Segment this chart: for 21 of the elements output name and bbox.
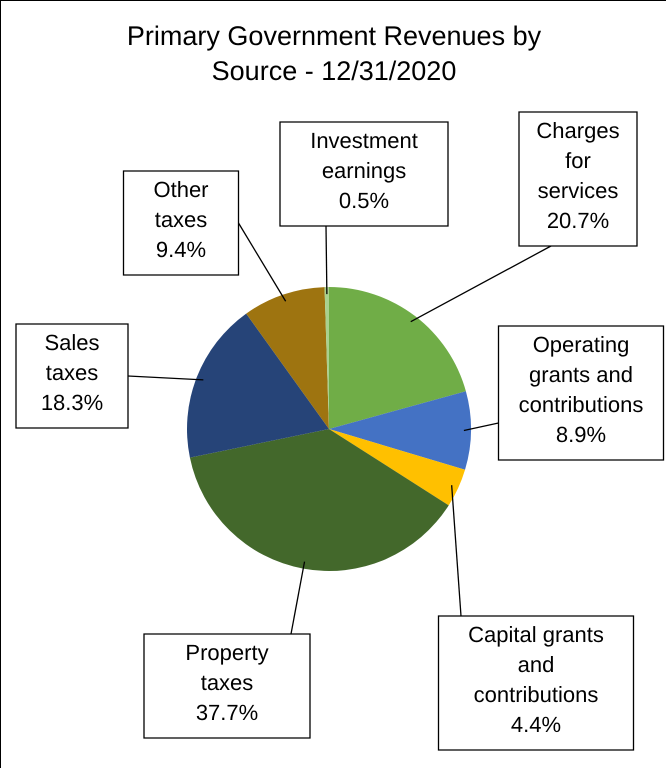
slice-label: Investment earnings	[310, 128, 418, 183]
slice-label: Sales taxes	[44, 330, 100, 385]
pie-slice	[246, 287, 329, 429]
chart-title: Primary Government Revenues by Source - 12/31/2020	[126, 21, 542, 86]
data-label: 18.3%	[40, 390, 104, 415]
data-label: 37.7%	[196, 700, 258, 725]
slice-label: Operating grants and contributions	[518, 332, 644, 417]
slice-label: Other taxes	[153, 177, 209, 232]
data-label: 9.4%	[156, 237, 206, 262]
pie-slice	[329, 287, 466, 429]
slice-label: Property taxes	[185, 640, 269, 695]
pie-slice	[187, 314, 329, 458]
pie-slice	[329, 429, 466, 506]
pie-slice	[190, 429, 449, 571]
data-label: 4.4%	[510, 712, 562, 737]
data-label: 0.5%	[338, 188, 390, 213]
data-label: 8.9%	[556, 422, 606, 447]
slice-label: Capital grants and contributions	[468, 622, 604, 707]
slice-label: Charges for services	[536, 118, 620, 203]
data-label: 20.7%	[546, 208, 610, 233]
pie-slice	[329, 391, 471, 470]
